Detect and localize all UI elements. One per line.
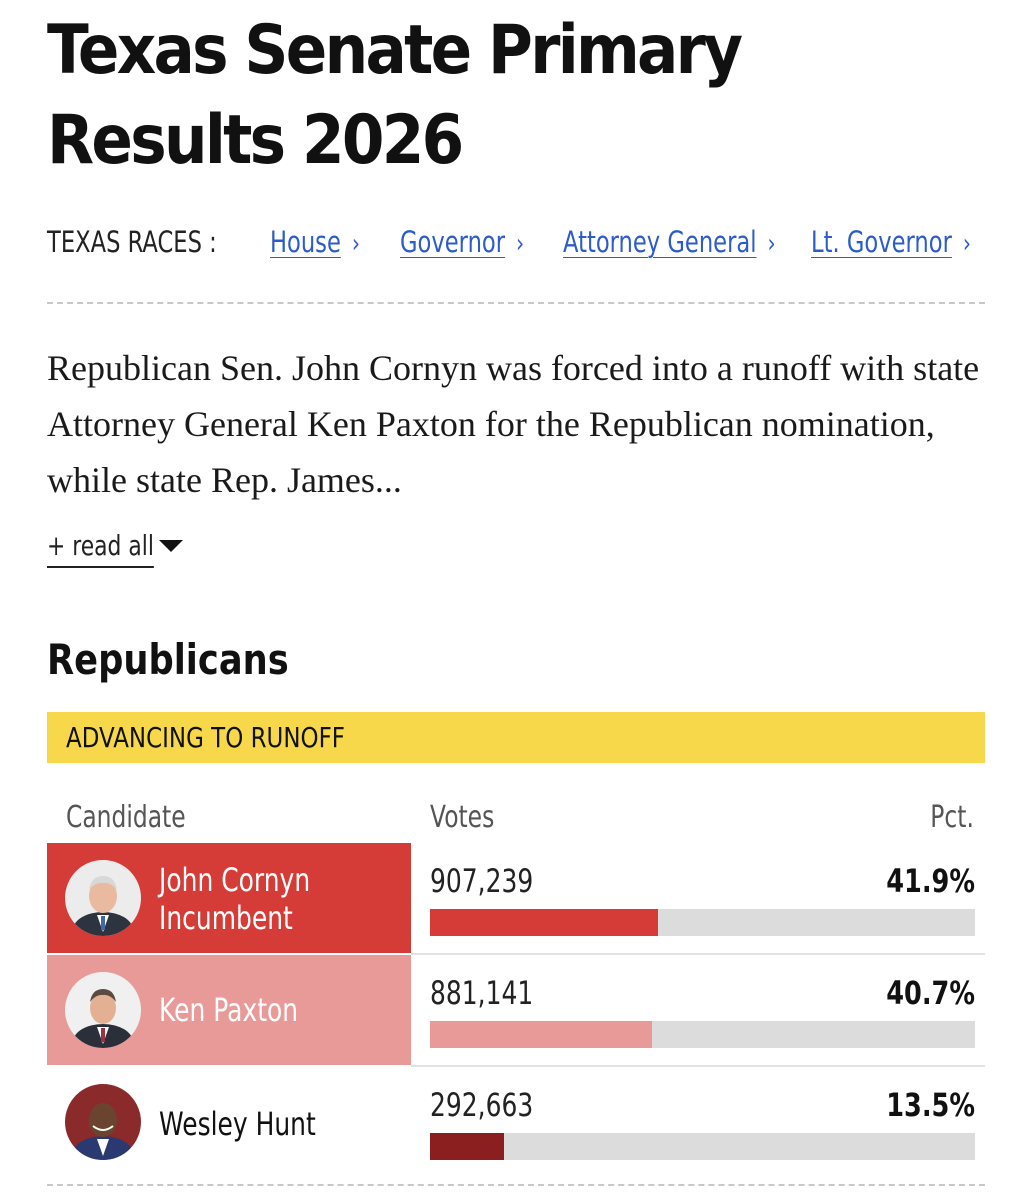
avatar [65, 1084, 141, 1160]
vote-bar-fill [430, 1133, 504, 1160]
avatar [65, 860, 141, 936]
row-divider [411, 1065, 985, 1067]
chevron-right-icon: › [515, 229, 525, 259]
runoff-banner: ADVANCING TO RUNOFF [47, 712, 985, 763]
candidate-votes: 881,141 [430, 974, 534, 1012]
candidate-row: Ken Paxton 881,141 40.7% [47, 955, 985, 1067]
candidate-name: Ken Paxton [159, 991, 299, 1029]
avatar [65, 972, 141, 1048]
page-title: Texas Senate Primary Results 2026 [47, 11, 743, 180]
chevron-right-icon: › [351, 229, 360, 259]
candidate-cell: John Cornyn Incumbent [47, 843, 411, 953]
candidate-votes: 907,239 [430, 862, 534, 900]
race-link-lt-governor[interactable]: Lt. Governor › [811, 222, 971, 264]
candidate-row: Wesley Hunt 292,663 13.5% [47, 1067, 985, 1179]
chevron-right-icon: › [962, 229, 971, 259]
vote-bar-track [430, 1133, 975, 1160]
candidate-status: Incumbent [159, 899, 293, 937]
read-all-label[interactable]: + read all [47, 526, 154, 568]
party-heading: Republicans [47, 635, 289, 684]
candidate-name: John Cornyn [159, 861, 311, 899]
candidate-name: Wesley Hunt [159, 1105, 316, 1143]
column-header-pct: Pct. [930, 800, 974, 835]
read-all-toggle[interactable]: + read all [47, 526, 184, 570]
column-header-candidate: Candidate [66, 800, 186, 835]
candidate-pct: 13.5% [886, 1086, 975, 1124]
candidate-photo-icon [65, 972, 141, 1048]
candidate-votes: 292,663 [430, 1086, 534, 1124]
vote-bar-fill [430, 909, 658, 936]
candidate-pct: 40.7% [886, 974, 975, 1012]
vote-bar-track [430, 1021, 975, 1048]
candidate-photo-icon [65, 860, 141, 936]
divider [47, 302, 985, 304]
race-summary: Republican Sen. John Cornyn was forced i… [47, 348, 980, 500]
candidate-photo-icon [65, 1084, 141, 1160]
race-link-attorney-general[interactable]: Attorney General › [563, 222, 776, 264]
vote-bar-fill [430, 1021, 652, 1048]
row-divider [411, 953, 985, 955]
candidate-cell: Wesley Hunt [47, 1067, 411, 1177]
runoff-banner-label: ADVANCING TO RUNOFF [66, 721, 345, 754]
divider [47, 1184, 985, 1186]
column-header-votes: Votes [430, 800, 495, 835]
candidate-row: John Cornyn Incumbent 907,239 41.9% [47, 843, 985, 955]
candidate-pct: 41.9% [886, 862, 975, 900]
race-link-house[interactable]: House › [270, 222, 360, 264]
races-nav: TEXAS RACES : House › Governor › Attorney … [47, 222, 987, 266]
race-link-governor[interactable]: Governor › [400, 222, 524, 264]
vote-bar-track [430, 909, 975, 936]
candidate-cell: Ken Paxton [47, 955, 411, 1065]
races-nav-label: TEXAS RACES : [47, 225, 217, 259]
caret-down-icon[interactable] [159, 540, 183, 552]
chevron-right-icon: › [767, 229, 776, 259]
